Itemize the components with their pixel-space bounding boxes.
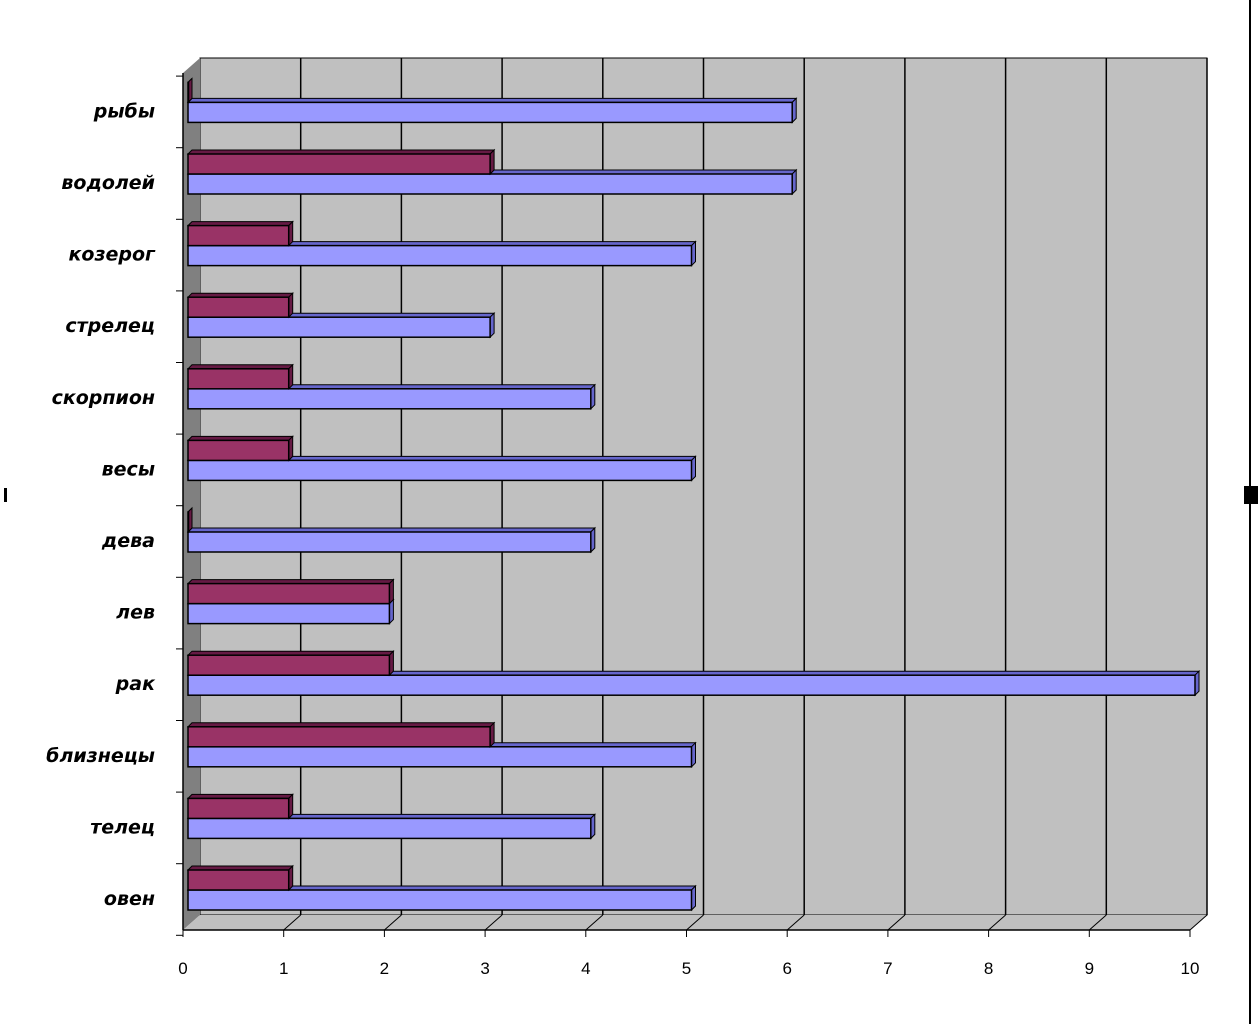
gridline-floor — [887, 914, 906, 931]
x-tick-label: 10 — [1181, 959, 1200, 978]
bar-series-1 — [186, 240, 697, 267]
bar-series-2 — [186, 291, 294, 319]
gridline-floor — [384, 914, 402, 931]
x-tick-label: 5 — [682, 959, 691, 978]
bar-series-2-face — [187, 582, 391, 605]
category-label: водолей — [61, 172, 155, 194]
gridline-floor — [484, 914, 503, 931]
side-wall — [183, 58, 200, 930]
bar-series-2 — [186, 148, 496, 176]
bar-series-1-face — [187, 531, 592, 553]
bar-series-2 — [186, 793, 294, 820]
bar-series-1-face — [187, 459, 693, 482]
bar-series-1-face — [187, 173, 793, 195]
resize-handle — [4, 488, 7, 502]
category-label: стрелец — [65, 315, 155, 337]
bar-series-1-face — [187, 244, 693, 267]
bar-series-1 — [186, 526, 597, 554]
x-tick-label: 2 — [380, 959, 389, 978]
bar-series-2-face — [187, 726, 491, 748]
x-tick-label: 1 — [279, 959, 288, 978]
category-label: козерог — [69, 244, 157, 266]
bar-series-2-face — [187, 511, 190, 533]
bar-series-2 — [187, 77, 193, 104]
bar-series-2-face — [187, 224, 290, 247]
bar-series-2 — [186, 721, 496, 749]
bar-series-2 — [186, 578, 395, 605]
gridline-floor — [585, 914, 604, 931]
bar-series-2 — [186, 435, 294, 462]
bar-series-1-face — [187, 602, 391, 625]
x-tick-label: 7 — [883, 959, 892, 978]
bar-series-1-face — [187, 101, 793, 124]
gridline-floor — [1189, 914, 1208, 931]
bar-series-1-face — [187, 316, 491, 338]
bar-series-1 — [186, 97, 798, 124]
category-label: скорпион — [52, 387, 155, 409]
bar-series-2 — [187, 506, 193, 534]
resize-handle — [1244, 486, 1258, 504]
bar-series-1-face — [187, 817, 592, 840]
bar-series-2-face — [187, 81, 190, 104]
bar-series-2-face — [187, 296, 290, 318]
category-label: телец — [90, 816, 155, 838]
bar-series-2 — [186, 649, 395, 677]
bar-series-1-face — [187, 746, 693, 768]
x-tick-label: 8 — [984, 959, 993, 978]
bar-series-2 — [186, 363, 294, 391]
gridline-floor — [686, 914, 704, 931]
bar-series-1-face — [187, 674, 1196, 696]
gridline-floor — [988, 914, 1006, 931]
x-tick-label: 3 — [480, 959, 489, 978]
bar-series-1 — [186, 884, 697, 912]
category-label: овен — [104, 888, 155, 910]
gridline-floor — [1088, 914, 1107, 931]
bar-series-1 — [186, 455, 697, 482]
bar-series-2-face — [187, 153, 491, 175]
x-tick-label: 6 — [782, 959, 791, 978]
x-tick-label: 0 — [178, 959, 187, 978]
bar-series-1-face — [187, 889, 693, 911]
bar-series-2-face — [187, 654, 391, 676]
bar-series-2 — [186, 220, 294, 247]
x-tick-label: 9 — [1085, 959, 1094, 978]
bar-series-2-face — [187, 368, 290, 390]
bar-series-2 — [186, 864, 294, 892]
category-label: близнецы — [46, 745, 155, 767]
bar-series-2-face — [187, 869, 290, 891]
x-tick-label: 4 — [581, 959, 590, 978]
category-label: рыбы — [93, 100, 155, 122]
gridline-floor — [283, 914, 302, 931]
bar-series-1-face — [187, 388, 592, 410]
category-label: дева — [101, 530, 155, 552]
bar-series-2-face — [187, 797, 290, 820]
category-label: весы — [102, 458, 155, 480]
gridline-floor — [786, 914, 805, 931]
category-label: лев — [116, 602, 155, 624]
category-label: рак — [115, 673, 156, 695]
bar-series-2-face — [187, 439, 290, 462]
